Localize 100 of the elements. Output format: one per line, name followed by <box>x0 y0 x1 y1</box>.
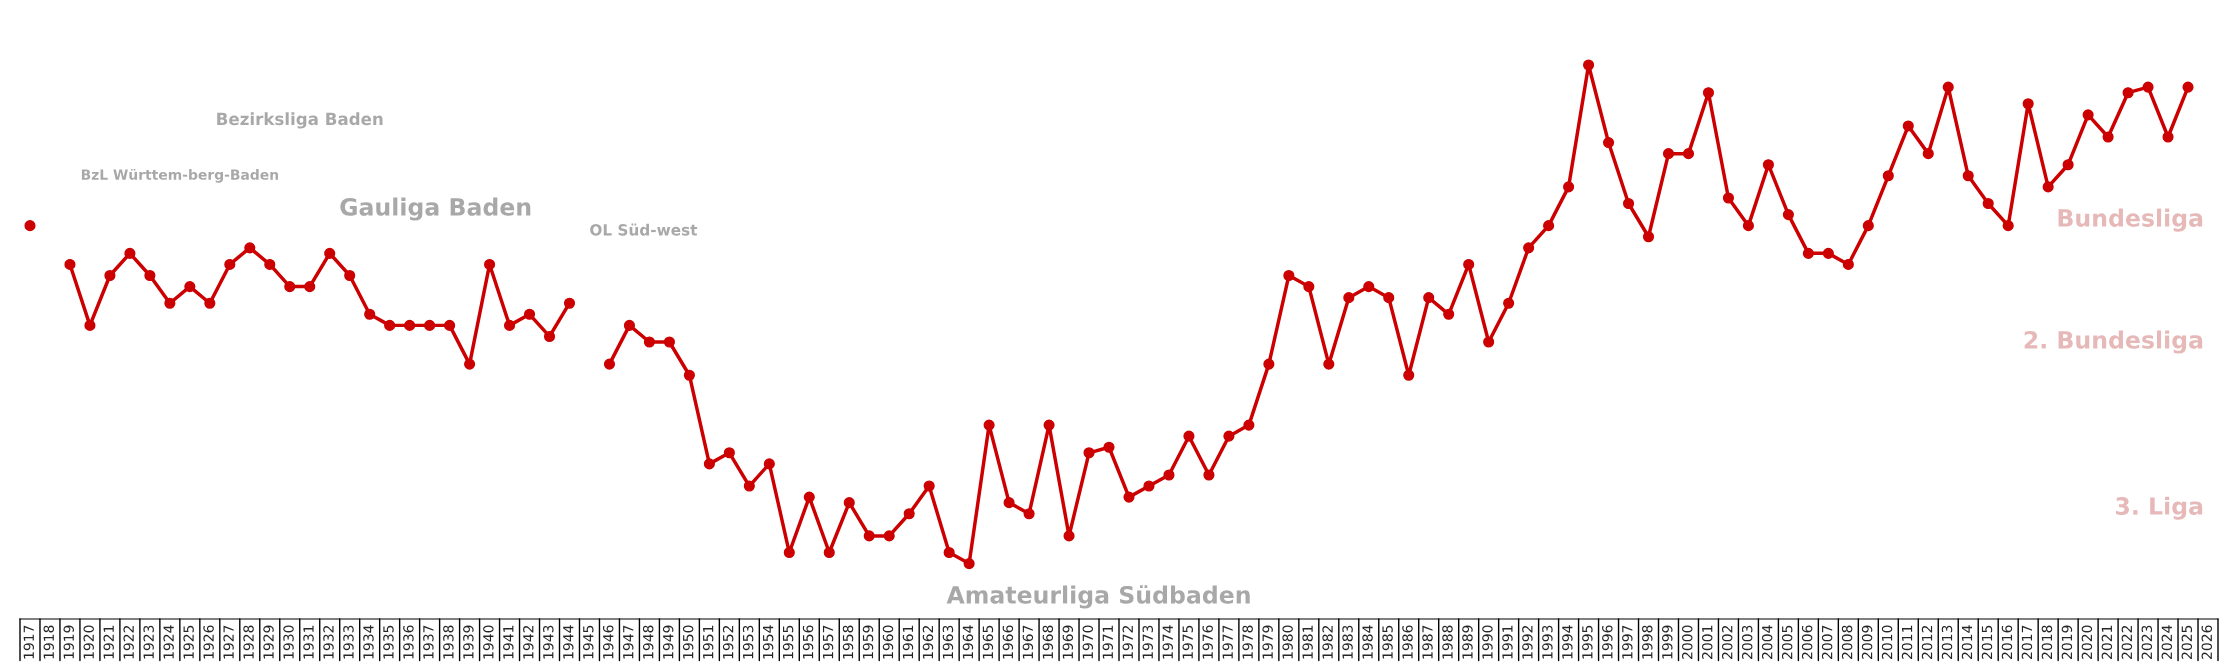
x-tick-label: 1934 <box>363 625 374 659</box>
x-tick-label: 1965 <box>982 625 994 659</box>
x-tick-label: 1943 <box>543 625 554 659</box>
x-tick-label: 1972 <box>1122 625 1134 659</box>
x-tick-label: 1968 <box>1042 625 1054 659</box>
x-tick-label: 1922 <box>123 625 134 659</box>
x-tick-label: 1938 <box>443 625 454 659</box>
x-tick-label: 1970 <box>1082 625 1094 659</box>
x-tick-label: 1949 <box>662 625 674 659</box>
annotation: Bundesliga <box>2058 208 2203 232</box>
x-tick-label: 1984 <box>1362 625 1373 659</box>
annotation: 2. Bundesliga <box>2024 330 2203 354</box>
x-tick-label: 1955 <box>782 625 794 659</box>
x-tick-label: 1941 <box>503 625 514 659</box>
x-tick-label: 1999 <box>1662 625 1673 659</box>
x-tick-label: 1975 <box>1182 625 1193 659</box>
x-tick-label: 2016 <box>2001 625 2013 659</box>
x-tick-label: 2004 <box>1761 625 1773 659</box>
x-tick-label: 1950 <box>682 625 694 659</box>
x-tick-label: 1982 <box>1322 625 1333 659</box>
x-tick-label: 2014 <box>1961 625 1973 659</box>
x-tick-label: 1976 <box>1202 625 1213 659</box>
x-tick-label: 1966 <box>1002 625 1014 659</box>
x-tick-label: 1921 <box>103 625 114 659</box>
x-tick-label: 1926 <box>203 625 214 659</box>
annotation: OL Süd-west <box>590 223 698 236</box>
x-tick-label: 1944 <box>563 625 574 659</box>
x-tick-label: 2013 <box>1941 625 1953 659</box>
x-tick-label: 2022 <box>2121 625 2133 659</box>
x-tick-label: 1939 <box>463 625 474 659</box>
x-tick-label: 1918 <box>43 625 54 659</box>
x-tick-label: 2026 <box>2201 625 2213 659</box>
annotation: Amateurliga Südbaden <box>946 585 1250 609</box>
x-tick-label: 1932 <box>323 625 334 659</box>
x-tick-label: 1960 <box>882 625 894 659</box>
x-tick-label: 2006 <box>1801 625 1813 659</box>
x-tick-label: 1998 <box>1642 625 1653 659</box>
x-tick-label: 1930 <box>283 625 294 659</box>
x-tick-label: 1931 <box>303 625 314 659</box>
x-tick-label: 2001 <box>1701 625 1713 659</box>
x-tick-label: 2000 <box>1682 625 1693 659</box>
x-tick-label: 1962 <box>922 625 934 659</box>
x-tick-label: 2012 <box>1921 625 1933 659</box>
x-tick-label: 1985 <box>1382 625 1393 659</box>
x-tick-label: 1958 <box>842 625 854 659</box>
annotation: 3. Liga <box>2116 496 2203 520</box>
x-tick-label: 1990 <box>1482 625 1493 659</box>
x-tick-label: 1919 <box>63 625 74 659</box>
x-tick-label: 2023 <box>2141 625 2153 659</box>
x-tick-label: 1977 <box>1222 625 1233 659</box>
x-tick-label: 1945 <box>583 625 594 659</box>
x-tick-label: 1974 <box>1162 625 1173 659</box>
x-tick-label: 2021 <box>2101 625 2113 659</box>
x-tick-label: 1996 <box>1602 625 1613 659</box>
x-tick-label: 1969 <box>1062 625 1074 659</box>
x-tick-label: 2025 <box>2181 625 2193 659</box>
x-tick-label: 1956 <box>802 625 814 659</box>
x-tick-label: 2015 <box>1981 625 1993 659</box>
x-tick-label: 1925 <box>183 625 194 659</box>
x-tick-label: 1947 <box>622 625 634 659</box>
x-tick-label: 2007 <box>1821 625 1833 659</box>
x-tick-label: 2011 <box>1901 625 1913 659</box>
x-tick-label: 1967 <box>1022 625 1034 659</box>
x-tick-label: 1942 <box>523 625 534 659</box>
x-tick-label: 1946 <box>602 625 614 659</box>
x-tick-label: 2009 <box>1861 625 1873 659</box>
x-tick-label: 1957 <box>822 625 834 659</box>
x-tick-label: 1987 <box>1422 625 1433 659</box>
x-tick-label: 1971 <box>1102 625 1114 659</box>
x-tick-label: 1924 <box>163 625 174 659</box>
x-tick-label: 2008 <box>1841 625 1853 659</box>
x-tick-label: 1991 <box>1502 625 1513 659</box>
x-tick-label: 2018 <box>2041 625 2053 659</box>
x-tick-label: 2019 <box>2061 625 2073 659</box>
x-tick-label: 1961 <box>902 625 914 659</box>
x-tick-label: 1983 <box>1342 625 1353 659</box>
x-tick-label: 1959 <box>862 625 874 659</box>
x-tick-label: 1948 <box>642 625 654 659</box>
x-tick-label: 1997 <box>1622 625 1633 659</box>
x-tick-label: 1954 <box>762 625 774 659</box>
x-tick-label: 1992 <box>1522 625 1533 659</box>
x-tick-label: 1979 <box>1262 625 1273 659</box>
x-tick-label: 1981 <box>1302 625 1313 659</box>
x-tick-label: 2020 <box>2081 625 2093 659</box>
x-tick-label: 1953 <box>742 625 754 659</box>
x-tick-label: 1988 <box>1442 625 1453 659</box>
x-tick-label: 1986 <box>1402 625 1413 659</box>
x-tick-label: 1951 <box>702 625 714 659</box>
x-tick-label: 2017 <box>2021 625 2033 659</box>
x-tick-label: 1989 <box>1462 625 1473 659</box>
x-tick-label: 1994 <box>1562 625 1573 659</box>
x-tick-label: 1917 <box>23 625 35 659</box>
x-tick-label: 1963 <box>942 625 954 659</box>
x-tick-label: 2003 <box>1741 625 1753 659</box>
x-tick-label: 1973 <box>1142 625 1153 659</box>
x-tick-label: 1923 <box>143 625 154 659</box>
x-tick-label: 1936 <box>403 625 414 659</box>
annotation: BzL Württem-berg-Baden <box>81 168 279 183</box>
x-tick-label: 1978 <box>1242 625 1253 659</box>
x-tick-label: 1993 <box>1542 625 1553 659</box>
